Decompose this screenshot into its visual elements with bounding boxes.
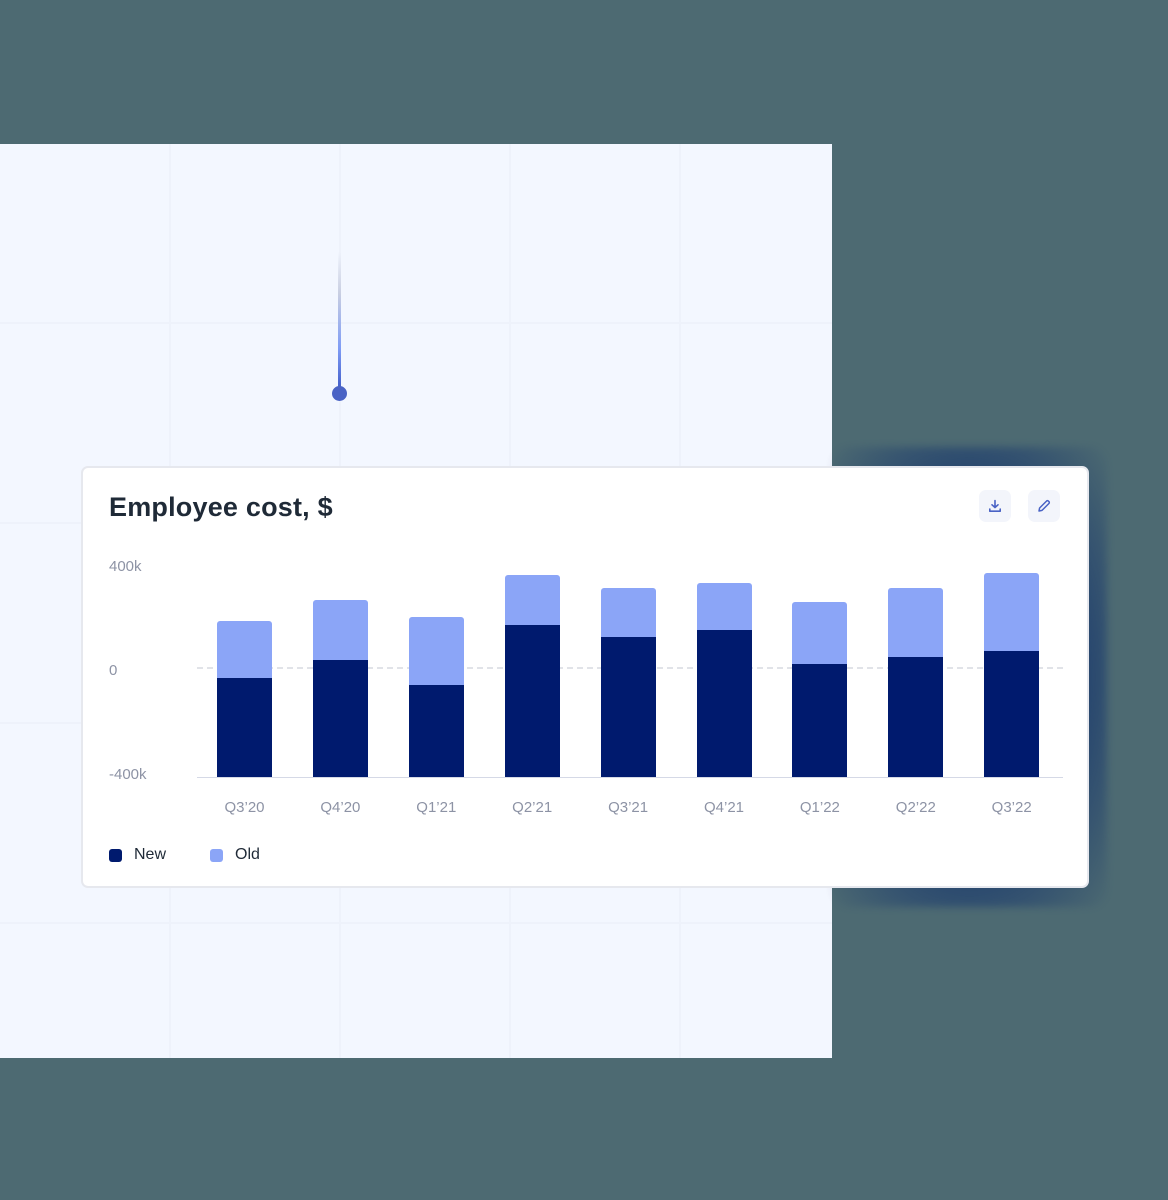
bar-segment-old[interactable] [696,583,752,631]
bar-segment-old[interactable] [888,588,944,658]
connector-line [338,252,341,390]
x-tick-label: Q4’20 [320,799,361,816]
bar-segment-old[interactable] [312,600,368,661]
chart-card: Employee cost, $ 400k 0 -400k Q3’20 Q4’20… [81,466,1089,888]
y-tick-label: 400k [109,558,142,575]
legend-label: Old [235,846,260,863]
bar-segment-old[interactable] [217,621,272,679]
download-icon [989,499,1001,512]
bar-segment-new[interactable] [984,651,1040,777]
grid-line [0,922,832,924]
x-tick-label: Q3’21 [608,799,649,816]
bar[interactable] [217,621,272,777]
bar[interactable] [888,588,944,777]
bar-segment-new[interactable] [504,624,560,777]
bar[interactable] [696,583,752,777]
y-tick-label: -400k [109,766,147,783]
bar-segment-new[interactable] [217,678,272,777]
x-axis-line [197,777,1063,778]
legend-swatch-old [210,848,224,862]
legend: New Old [109,846,304,864]
bar[interactable] [312,600,368,777]
legend-item-new: New [109,846,166,864]
pencil-icon [1038,499,1051,512]
x-tick-label: Q3’22 [991,799,1032,816]
bar[interactable] [504,575,560,777]
bar[interactable] [792,602,848,777]
x-tick-label: Q2’21 [512,799,553,816]
bar-segment-new[interactable] [696,630,752,777]
bar[interactable] [408,616,464,777]
edit-button[interactable] [1028,490,1060,522]
grid-line [0,322,832,324]
bar-segment-old[interactable] [984,573,1040,652]
bar-segment-new[interactable] [600,636,656,777]
bar[interactable] [600,587,656,777]
legend-item-old: Old [210,846,260,864]
download-button[interactable] [979,490,1011,522]
y-tick-label: 0 [109,662,118,679]
bar-segment-old[interactable] [408,616,464,685]
bar-segment-old[interactable] [792,602,848,664]
legend-label: New [134,846,167,863]
bar-segment-new[interactable] [888,657,944,777]
bar-segment-new[interactable] [408,684,464,777]
bar-segment-new[interactable] [312,660,368,777]
x-tick-label: Q1’21 [416,799,457,816]
bar-segment-new[interactable] [792,663,848,777]
connector-dot [332,386,347,401]
x-tick-label: Q3’20 [224,799,265,816]
legend-swatch-new [109,848,122,862]
x-tick-label: Q4’21 [703,799,745,816]
x-tick-label: Q1’22 [799,799,840,816]
chart-title: Employee cost, $ [109,492,333,522]
bar-segment-old[interactable] [600,587,656,637]
bar-segment-old[interactable] [504,575,560,625]
bar[interactable] [984,573,1040,777]
x-tick-label: Q2’22 [895,799,936,816]
